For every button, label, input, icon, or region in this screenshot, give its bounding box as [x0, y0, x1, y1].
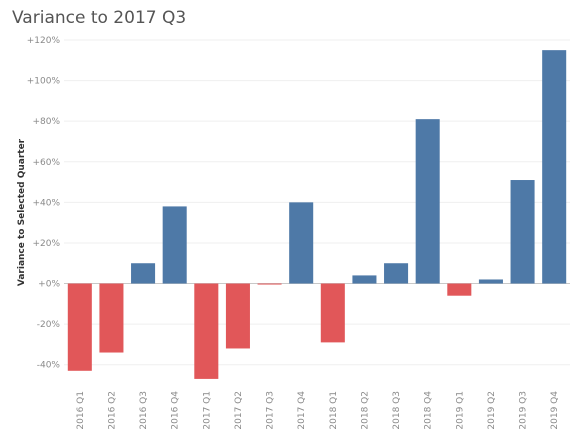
y-tick-label: +100% — [27, 77, 61, 87]
bar — [257, 283, 282, 285]
chart-title: Variance to 2017 Q3 — [12, 8, 187, 28]
y-tick-label: -20% — [37, 320, 61, 330]
y-tick-label: +120% — [27, 36, 61, 46]
bar — [510, 180, 535, 284]
x-tick-label: 2018 Q3 — [392, 391, 402, 430]
bar — [289, 202, 314, 284]
x-tick-label: 2019 Q3 — [519, 391, 529, 430]
bar — [320, 283, 345, 343]
x-tick-label: 2017 Q1 — [202, 391, 212, 430]
y-tick-label: +20% — [32, 239, 60, 249]
x-tick-label: 2018 Q2 — [360, 391, 370, 430]
x-tick-label: 2016 Q4 — [171, 391, 181, 430]
x-tick-label: 2016 Q2 — [107, 391, 117, 430]
x-tick-label: 2017 Q4 — [297, 391, 307, 430]
y-tick-label: -40% — [37, 361, 61, 371]
x-tick-label: 2016 Q1 — [76, 391, 86, 430]
y-tick-label: +0% — [38, 280, 60, 290]
x-tick-label: 2018 Q4 — [424, 391, 434, 430]
bar — [99, 283, 124, 353]
bar — [415, 119, 440, 284]
x-tick-label: 2019 Q4 — [550, 391, 560, 430]
bar — [542, 50, 567, 284]
bar — [352, 275, 377, 284]
bar — [384, 263, 409, 284]
bar — [194, 283, 219, 379]
bar — [447, 283, 472, 296]
x-tick-label: 2019 Q1 — [455, 391, 465, 430]
y-axis-title: Variance to Selected Quarter — [17, 138, 27, 286]
x-tick-label: 2017 Q2 — [234, 391, 244, 430]
bar — [478, 279, 503, 284]
bar — [162, 206, 187, 284]
y-tick-label: +40% — [32, 198, 60, 208]
x-tick-label: 2019 Q2 — [487, 391, 497, 430]
bar — [225, 283, 250, 349]
bar — [67, 283, 92, 371]
x-tick-label: 2017 Q3 — [266, 391, 276, 430]
bar — [131, 263, 156, 284]
y-tick-label: +80% — [32, 117, 60, 127]
y-tick-label: +60% — [32, 158, 60, 168]
x-tick-label: 2018 Q1 — [329, 391, 339, 430]
x-tick-label: 2016 Q3 — [139, 391, 149, 430]
